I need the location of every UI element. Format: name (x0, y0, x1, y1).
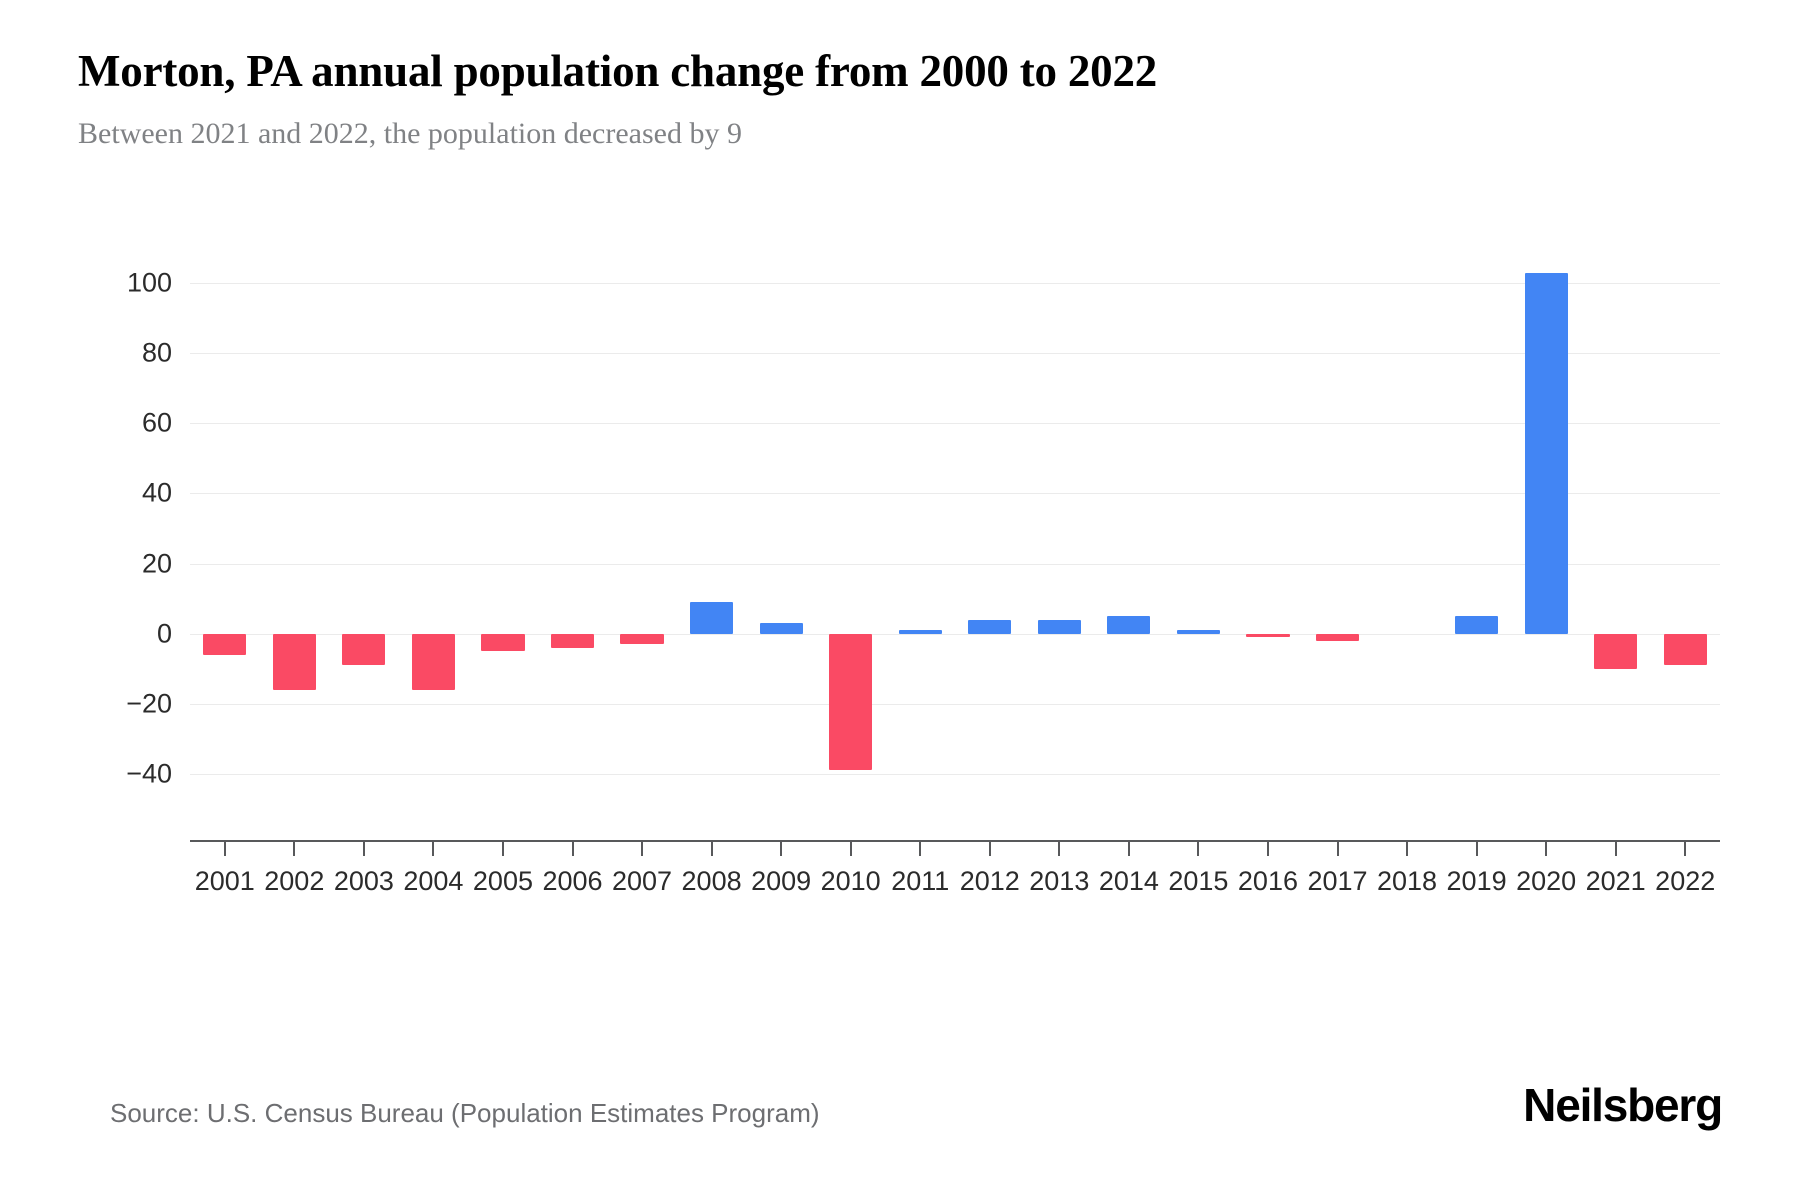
page-title: Morton, PA annual population change from… (78, 46, 1158, 96)
x-axis-tick-mark (1197, 842, 1200, 856)
x-axis-tick-mark (641, 842, 644, 856)
x-axis-tick-label-2013: 2013 (1029, 866, 1090, 896)
x-axis-tick-label-2015: 2015 (1168, 866, 1229, 896)
x-axis-tick-label-2021: 2021 (1585, 866, 1646, 896)
bar-2006[interactable] (550, 633, 595, 648)
x-axis-tick-label-2014: 2014 (1098, 866, 1159, 896)
bar-2002[interactable] (272, 633, 316, 690)
x-axis-tick-mark (710, 842, 713, 856)
x-axis-tick-label-2009: 2009 (751, 866, 812, 896)
x-axis-tick-label-2007: 2007 (611, 866, 673, 896)
y-axis-tick-label: 100 (126, 267, 172, 298)
bar-2012[interactable] (968, 619, 1012, 634)
x-axis-tick-mark (1475, 842, 1478, 856)
y-axis-tick-label: −40 (126, 758, 172, 789)
chart-header: Morton, PA annual population change from… (78, 46, 1728, 152)
bar-2010[interactable] (829, 633, 873, 771)
x-axis-tick-mark (223, 842, 226, 856)
gridline (190, 773, 1720, 775)
x-axis-tick-label-2010: 2010 (820, 866, 881, 896)
x-axis-tick-label-2018: 2018 (1376, 866, 1438, 896)
x-axis-tick-label-2003: 2003 (333, 866, 394, 896)
x-axis-tick-mark (1266, 842, 1269, 856)
x-axis-tick-label-2002: 2002 (264, 866, 325, 896)
x-axis-tick-label-2008: 2008 (681, 866, 742, 896)
x-axis-tick-mark (780, 842, 783, 856)
bar-2015[interactable] (1176, 630, 1220, 634)
bar-2007[interactable] (620, 633, 664, 645)
x-axis-tick-label-2012: 2012 (959, 866, 1020, 896)
x-axis-tick-mark (988, 842, 991, 856)
plot-area (190, 248, 1720, 802)
x-axis-tick-mark (432, 842, 435, 856)
x-axis-tick-label-2006: 2006 (542, 866, 603, 896)
x-axis-tick-mark (1058, 842, 1061, 856)
bar-2011[interactable] (898, 630, 942, 634)
x-axis-line (190, 840, 1720, 842)
x-axis-tick-mark (1406, 842, 1409, 856)
bar-2014[interactable] (1107, 616, 1151, 634)
x-axis-tick-mark (501, 842, 504, 856)
brand-logo: Neilsberg (1523, 1079, 1723, 1131)
source-note: Source: U.S. Census Bureau (Population E… (110, 1098, 820, 1128)
bar-2020[interactable] (1524, 272, 1568, 634)
x-axis-tick-mark (1336, 842, 1339, 856)
zero-gridline (190, 633, 1720, 635)
y-axis-tick-label: 20 (141, 548, 172, 579)
x-axis-tick-label-2001: 2001 (194, 866, 255, 896)
x-axis-tick-label-2017: 2017 (1307, 866, 1368, 896)
x-axis-tick-mark (1614, 842, 1617, 856)
x-axis-tick-label-2016: 2016 (1237, 866, 1298, 896)
y-axis-tick-label: 0 (156, 618, 172, 649)
bar-2017[interactable] (1315, 633, 1360, 641)
chart-plot-wrapper: 2001 2002 2003 2004 2005 2006 2007 2008 2009 2010… (0, 248, 1800, 908)
bar-2008[interactable] (690, 602, 734, 634)
x-axis-tick-mark (571, 842, 574, 856)
gridline (190, 563, 1720, 565)
bar-2013[interactable] (1037, 619, 1081, 634)
x-axis-tick-mark (919, 842, 922, 856)
y-axis-tick-label: 40 (141, 477, 172, 508)
bar-2019[interactable] (1455, 616, 1499, 634)
bar-2001[interactable] (203, 633, 247, 655)
bar-2021[interactable] (1594, 633, 1638, 669)
gridline (190, 703, 1720, 705)
x-axis-tick-label-2020: 2020 (1516, 866, 1577, 896)
y-axis-tick-label: 60 (141, 407, 172, 438)
gridline (190, 423, 1720, 425)
bar-2016[interactable] (1246, 633, 1290, 638)
x-axis-tick-mark (1684, 842, 1687, 856)
x-axis-tick-mark (849, 842, 852, 856)
x-axis-tick-mark (1127, 842, 1130, 856)
gridline (190, 283, 1720, 285)
x-axis-tick-label-2022: 2022 (1655, 866, 1716, 896)
bar-2003[interactable] (342, 633, 386, 666)
x-axis-tick-label-2004: 2004 (403, 866, 464, 896)
x-axis-tick-mark (1545, 842, 1548, 856)
bar-2009[interactable] (759, 623, 803, 634)
x-axis-tick-label-2019: 2019 (1446, 866, 1507, 896)
gridline (190, 353, 1720, 355)
bar-2004[interactable] (411, 633, 455, 690)
gridline (190, 493, 1720, 495)
bar-2022[interactable] (1663, 633, 1707, 666)
x-axis-tick-label-2011: 2011 (891, 866, 950, 896)
y-axis-tick-label: 80 (141, 337, 172, 368)
x-axis-tick-label-2005: 2005 (472, 866, 533, 896)
y-axis-tick-label: −20 (126, 688, 172, 719)
bar-2005[interactable] (481, 633, 525, 652)
chart-subtitle: Between 2021 and 2022, the population de… (78, 116, 742, 150)
x-axis-tick-mark (362, 842, 365, 856)
x-axis-tick-mark (293, 842, 296, 856)
